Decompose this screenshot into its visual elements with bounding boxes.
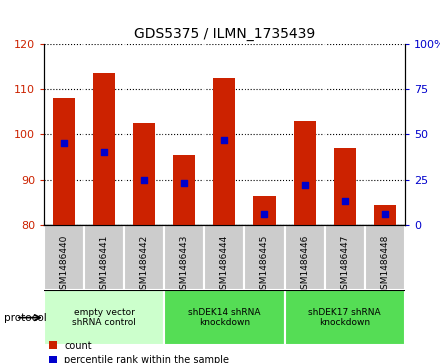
Point (381, 211, 388, 217)
Bar (365, 225, 405, 290)
Point (341, 199, 348, 204)
Point (301, 182, 308, 188)
Text: GSM1486445: GSM1486445 (260, 235, 269, 295)
Bar (53, 98, 75, 225)
Bar (213, 78, 235, 225)
Bar (44, 290, 164, 345)
Bar (334, 148, 356, 225)
Text: GSM1486448: GSM1486448 (380, 235, 389, 295)
Text: GSM1486442: GSM1486442 (140, 235, 149, 295)
Text: protocol: protocol (4, 313, 47, 323)
Bar (204, 225, 245, 290)
Text: shDEK17 shRNA
knockdown: shDEK17 shRNA knockdown (308, 308, 381, 327)
Point (141, 177, 148, 183)
Title: GDS5375 / ILMN_1735439: GDS5375 / ILMN_1735439 (134, 27, 315, 41)
Text: empty vector
shRNA control: empty vector shRNA control (72, 308, 136, 327)
Text: GSM1486444: GSM1486444 (220, 235, 229, 295)
Text: GSM1486443: GSM1486443 (180, 235, 189, 295)
Bar (133, 123, 155, 225)
Text: GSM1486447: GSM1486447 (340, 235, 349, 295)
Bar (44, 225, 84, 290)
Bar (325, 225, 365, 290)
Bar (164, 290, 285, 345)
Bar (245, 225, 285, 290)
Text: GSM1486440: GSM1486440 (59, 235, 69, 295)
Text: GSM1486446: GSM1486446 (300, 235, 309, 295)
Point (261, 211, 268, 217)
Bar (173, 155, 195, 225)
Point (61, 140, 68, 146)
Text: GSM1486441: GSM1486441 (99, 235, 109, 295)
Legend: count, percentile rank within the sample: count, percentile rank within the sample (49, 340, 229, 363)
Bar (285, 225, 325, 290)
Bar (285, 290, 405, 345)
Bar (293, 121, 315, 225)
Bar (374, 205, 396, 225)
Point (221, 137, 228, 143)
Bar (93, 73, 115, 225)
Bar (84, 225, 124, 290)
Bar (164, 225, 204, 290)
Point (101, 150, 108, 155)
Text: shDEK14 shRNA
knockdown: shDEK14 shRNA knockdown (188, 308, 260, 327)
Bar (253, 196, 275, 225)
Bar (124, 225, 164, 290)
Point (181, 180, 188, 186)
